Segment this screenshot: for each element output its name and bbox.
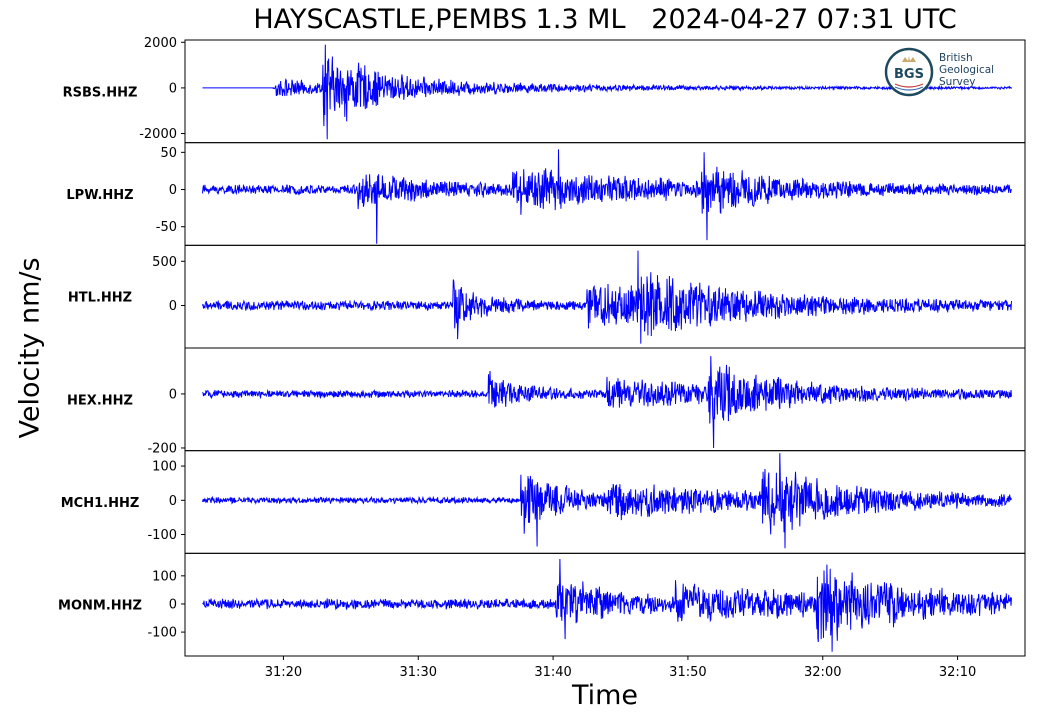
y-tick-label: -100 <box>147 626 177 641</box>
trace-monm-hhz <box>202 558 1012 652</box>
logo-line-3: Survey <box>939 76 976 88</box>
trace-hex-hhz <box>202 356 1012 449</box>
logo-line-2: Geological <box>939 64 995 76</box>
panel-monm-hhz: MONM.HHZ 100 0 -100 <box>58 552 1026 657</box>
bgs-logo: BGS British Geological Survey <box>883 46 1008 98</box>
y-tick-label: 0 <box>169 81 177 96</box>
x-tick-label: 32:10 <box>939 665 976 680</box>
trace-mch1-hhz <box>202 453 1012 549</box>
x-tick-label: 31:20 <box>265 665 302 680</box>
station-label: HTL.HHZ <box>68 291 132 306</box>
panel-mch1-hhz: MCH1.HHZ 100 0 -100 <box>61 450 1026 554</box>
panel-htl-hhz: HTL.HHZ 500 0 <box>68 244 1026 349</box>
y-tick-label: -100 <box>147 528 177 543</box>
trace-lpw-hhz <box>202 149 1012 244</box>
y-tick-label: 50 <box>160 146 177 161</box>
panel-rsbs-hhz: RSBS.HHZ 2000 0 -2000 <box>63 36 1026 144</box>
x-tick-label: 32:00 <box>804 665 841 680</box>
panel-lpw-hhz: LPW.HHZ 50 0 -50 <box>66 142 1026 246</box>
y-tick-label: -200 <box>147 441 177 456</box>
logo-mark: BGS <box>894 67 924 82</box>
logo-line-1: British <box>939 52 973 64</box>
y-tick-label: 2000 <box>144 36 177 51</box>
x-tick-label: 31:40 <box>534 665 571 680</box>
station-label: RSBS.HHZ <box>63 85 138 100</box>
y-tick-label: 0 <box>169 494 177 509</box>
bgs-emblem-icon: BGS <box>884 47 934 97</box>
y-tick-label: 500 <box>152 255 177 270</box>
chart-title: HAYSCASTLE,PEMBS 1.3 ML 2024-04-27 07:31… <box>253 4 957 35</box>
y-tick-label: 0 <box>169 299 177 314</box>
panel-hex-hhz: HEX.HHZ 0 -200 <box>67 347 1026 456</box>
x-tick-label: 31:30 <box>400 665 437 680</box>
trace-rsbs-hhz <box>202 44 1012 140</box>
station-label: MCH1.HHZ <box>61 496 140 511</box>
trace-htl-hhz <box>202 250 1012 344</box>
station-label: LPW.HHZ <box>66 188 133 203</box>
y-tick-label: 0 <box>169 387 177 402</box>
y-tick-label: 0 <box>169 183 177 198</box>
x-axis-label: Time <box>571 680 639 711</box>
y-tick-label: 100 <box>152 460 177 475</box>
x-tick-label: 31:50 <box>669 665 706 680</box>
station-label: MONM.HHZ <box>58 599 142 614</box>
y-tick-label: 0 <box>169 597 177 612</box>
station-label: HEX.HHZ <box>67 393 133 408</box>
panel-frame <box>184 347 1026 452</box>
y-tick-label: -50 <box>156 220 177 235</box>
panel-frame <box>184 552 1026 657</box>
y-tick-label: -2000 <box>139 127 177 142</box>
y-tick-label: 100 <box>152 569 177 584</box>
